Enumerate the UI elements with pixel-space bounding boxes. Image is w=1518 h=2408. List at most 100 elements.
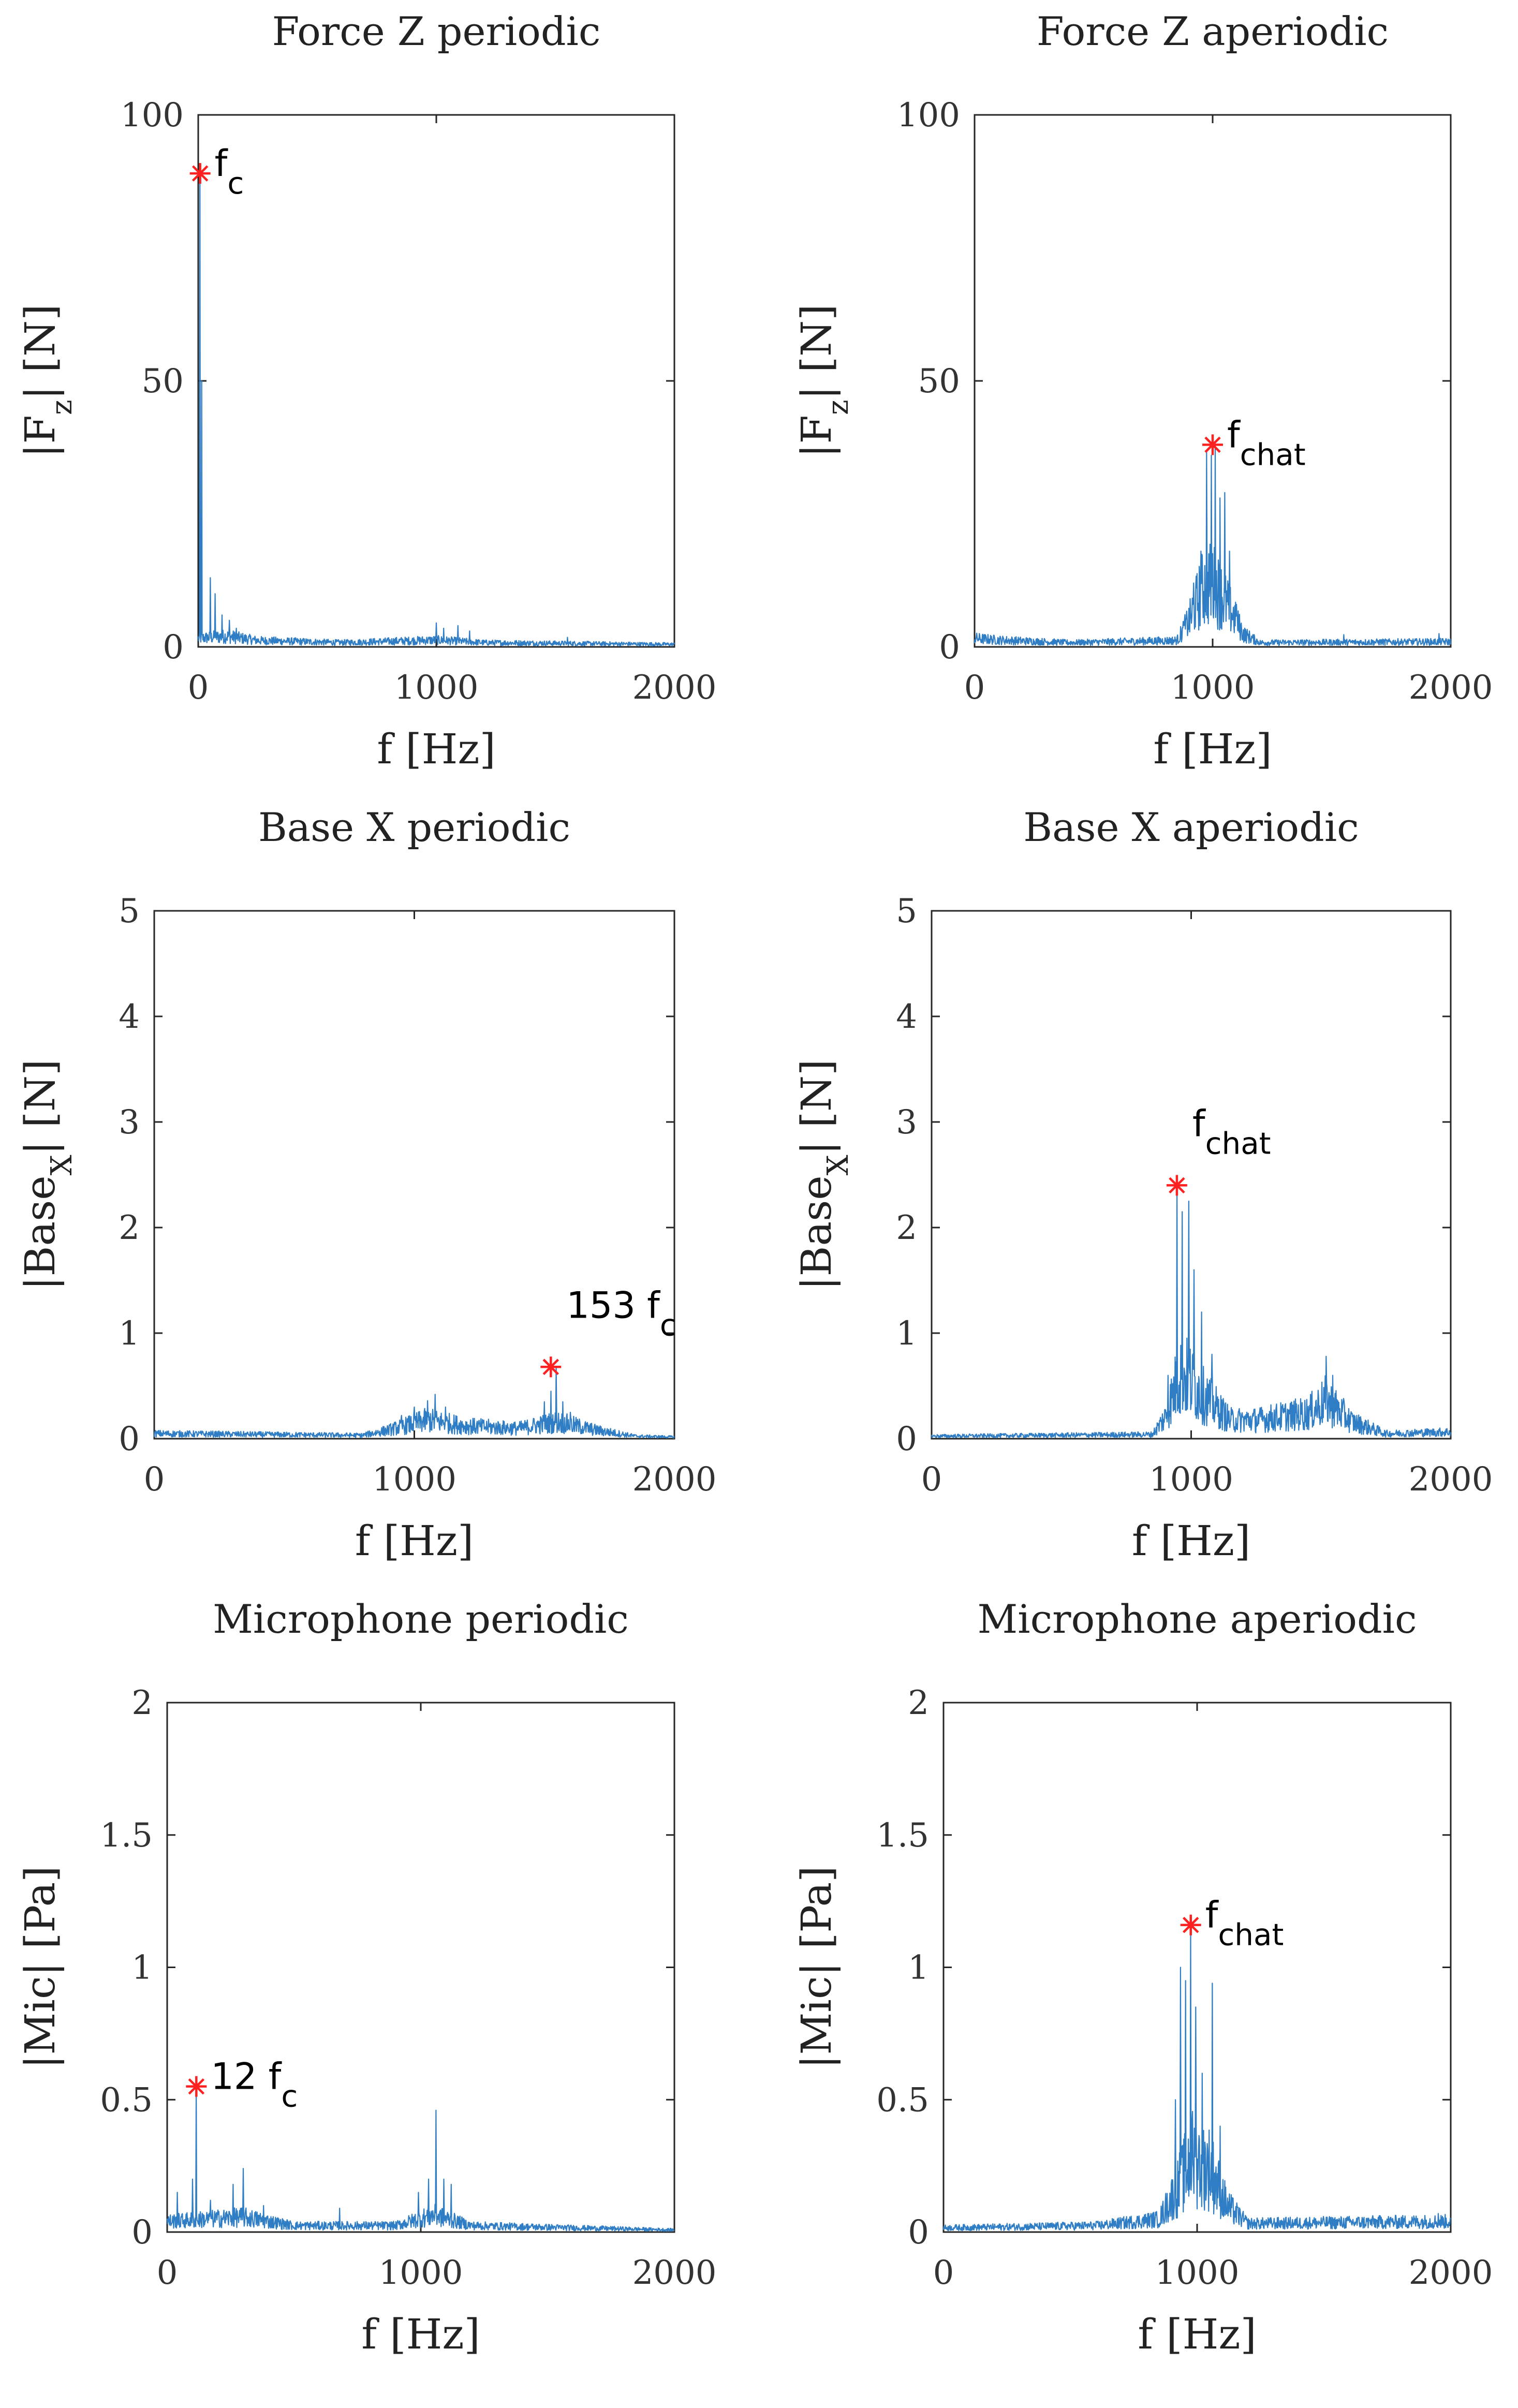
y-tick-label: 5: [119, 892, 140, 930]
annotation-subscript: c: [281, 2079, 298, 2114]
y-tick-label: 2: [131, 1684, 153, 1722]
x-tick-label: 2000: [1409, 2254, 1493, 2292]
x-tick-label: 1000: [1155, 2254, 1240, 2292]
chart-panel-6: Microphone aperiodic 0 1000 2000 0 0.5 1 1.5 2 f …: [792, 1596, 1493, 2358]
y-axis-label-subscript: z: [45, 400, 79, 415]
plot-frame: [153, 910, 675, 1440]
peak-marker: [540, 1356, 562, 1378]
peak-marker: [186, 2076, 207, 2097]
x-tick-label: 2000: [1409, 669, 1493, 707]
peak-marker: [1180, 1914, 1201, 1936]
y-tick-label: 100: [121, 96, 184, 135]
peak-marker: [189, 163, 211, 184]
annotation-main: f: [215, 142, 228, 185]
y-tick-label: 100: [897, 96, 960, 135]
y-axis-label-rest: | [N]: [792, 1059, 841, 1155]
x-axis-label: f [Hz]: [377, 725, 495, 773]
y-tick-label: 4: [119, 998, 140, 1036]
plot-frame: [197, 114, 675, 648]
x-tick-label: 0: [188, 669, 209, 707]
y-tick-label: 0.5: [876, 2081, 929, 2119]
y-axis-label-main: |Base: [792, 1175, 841, 1290]
x-axis-label: f [Hz]: [355, 1517, 474, 1565]
chart-panel-4: Base X aperiodic 0 1000 2000 0 1 2 3 4 5 f [Hz] |Ba…: [792, 804, 1493, 1565]
chart-title: Base X aperiodic: [1023, 804, 1359, 850]
y-axis-label: |BaseX| [N]: [16, 1059, 79, 1291]
x-tick-label: 0: [933, 2254, 954, 2292]
annotation-main: 12 f: [211, 2056, 282, 2098]
x-tick-label: 0: [964, 669, 985, 707]
x-tick-label: 2000: [1409, 1460, 1493, 1499]
y-tick-label: 50: [918, 362, 960, 401]
spectrum-series: [974, 444, 1452, 646]
y-axis-label-main: |F: [792, 415, 841, 457]
y-tick-label: 5: [896, 892, 917, 930]
x-tick-label: 1000: [379, 2254, 463, 2292]
x-tick-label: 1000: [394, 669, 479, 707]
y-tick-label: 1: [131, 1949, 153, 1987]
plot-frame: [942, 1702, 1452, 2233]
plot-frame: [931, 910, 1452, 1440]
annotation-main: f: [1205, 1894, 1219, 1937]
chart-panel-2: Force Z aperiodic 0 1000 2000 0 50 100 f [Hz] |F…: [792, 8, 1493, 773]
y-axis-label-subscript: X: [821, 1155, 855, 1175]
plot-frame: [166, 1702, 675, 2233]
y-tick-label: 2: [119, 1209, 140, 1247]
chart-title: Base X periodic: [258, 804, 570, 850]
y-axis-label-rest: | [N]: [792, 304, 841, 400]
spectrum-series: [942, 1924, 1451, 2232]
y-tick-label: 2: [908, 1684, 929, 1722]
y-axis-label-main: |Mic| [Pa]: [792, 1866, 841, 2069]
x-tick-label: 2000: [632, 2254, 717, 2292]
peak-annotation: fchat: [1192, 1102, 1271, 1161]
spectrum-series: [197, 178, 675, 647]
annotation-subscript: chat: [1205, 1126, 1271, 1161]
x-tick-label: 0: [144, 1460, 165, 1499]
y-axis-label: |Fz| [N]: [16, 304, 79, 458]
y-tick-label: 50: [142, 362, 184, 401]
chart-title: Force Z periodic: [272, 8, 601, 54]
peak-annotation: fchat: [1205, 1894, 1284, 1953]
y-tick-label: 1: [119, 1314, 140, 1353]
x-tick-label: 0: [157, 2254, 178, 2292]
y-axis-label: |Mic| [Pa]: [16, 1866, 64, 2069]
chart-title: Microphone periodic: [213, 1596, 629, 1642]
annotation-main: 153 f: [566, 1284, 660, 1326]
y-axis-label: |Mic| [Pa]: [792, 1866, 841, 2069]
spectrum-series: [166, 2086, 675, 2232]
y-axis-label-subscript: z: [821, 400, 855, 415]
x-tick-label: 1000: [372, 1460, 456, 1499]
y-tick-label: 2: [896, 1209, 917, 1247]
y-tick-label: 1: [896, 1314, 917, 1353]
y-tick-label: 0: [896, 1420, 917, 1458]
y-tick-label: 0: [131, 2213, 153, 2252]
y-tick-label: 0: [119, 1420, 140, 1458]
y-axis-label: |Fz| [N]: [792, 304, 855, 458]
spectrum-series: [931, 1185, 1452, 1439]
y-axis-label-main: |F: [16, 415, 64, 457]
x-axis-label: f [Hz]: [1153, 725, 1272, 773]
y-axis-label-rest: | [N]: [16, 304, 64, 400]
x-tick-label: 2000: [632, 1460, 717, 1499]
y-tick-label: 3: [896, 1103, 917, 1142]
peak-marker: [1166, 1175, 1187, 1196]
x-tick-label: 1000: [1171, 669, 1255, 707]
peak-annotation: 12 fc: [211, 2056, 298, 2114]
y-tick-label: 0: [908, 2213, 929, 2252]
annotation-subscript: chat: [1218, 1917, 1284, 1953]
y-axis-label-main: |Mic| [Pa]: [16, 1866, 64, 2069]
x-axis-label: f [Hz]: [1132, 1517, 1250, 1565]
y-tick-label: 4: [896, 998, 917, 1036]
y-tick-label: 0.5: [100, 2081, 153, 2119]
x-axis-label: f [Hz]: [1138, 2310, 1256, 2358]
peak-marker: [1202, 434, 1223, 455]
annotation-subscript: c: [660, 1307, 676, 1342]
y-axis-label-rest: | [N]: [16, 1059, 64, 1155]
chart-panel-3: Base X periodic 0 1000 2000 0 1 2 3 4 5 f [Hz] |Bas…: [16, 804, 716, 1565]
peak-annotation: 153 fc: [566, 1284, 676, 1342]
spectrum-series: [153, 1366, 675, 1439]
chart-title: Microphone aperiodic: [977, 1596, 1417, 1642]
chart-panel-1: Force Z periodic 0 1000 2000 0 50 100 f [Hz] |Fz…: [16, 8, 716, 773]
y-tick-label: 0: [163, 628, 184, 667]
